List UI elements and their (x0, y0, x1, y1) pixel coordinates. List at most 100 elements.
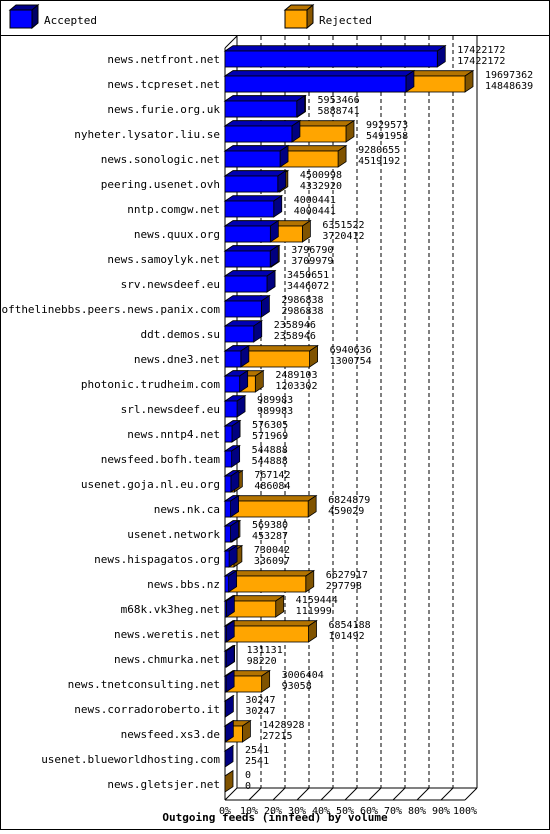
category-label: news.nk.ca (154, 503, 220, 516)
category-label: newsfeed.xs3.de (121, 728, 220, 741)
bar-accepted (225, 196, 282, 217)
value-label-offered: 4000441 (294, 195, 336, 206)
category-label: photonic.trudheim.com (81, 378, 220, 391)
value-label-offered: 3796790 (291, 245, 333, 256)
category-label: news.chmurka.net (114, 653, 220, 666)
value-label-accepted: 111999 (296, 606, 332, 617)
category-label: news.bbs.nz (147, 578, 220, 591)
value-label-accepted: 2358946 (274, 331, 316, 342)
value-label-offered: 6824879 (328, 495, 370, 506)
value-label-offered: 3006404 (282, 670, 324, 681)
category-label: news.weretis.net (114, 628, 220, 641)
value-label-accepted: 2541 (245, 756, 269, 767)
value-label-accepted: 14848639 (485, 81, 533, 92)
value-label-accepted: 0 (245, 781, 251, 792)
value-label-accepted: 486084 (254, 481, 290, 492)
value-label-offered: 6351522 (322, 220, 364, 231)
category-label: news.nntp4.net (127, 428, 220, 441)
value-label-accepted: 4000441 (294, 206, 336, 217)
value-label-offered: 9280655 (358, 145, 400, 156)
value-label-offered: 1428928 (262, 720, 304, 731)
value-label-offered: 17422172 (457, 45, 505, 56)
category-label: news.tcpreset.net (107, 78, 220, 91)
value-label-offered: 2986838 (281, 295, 323, 306)
value-label-offered: 0 (245, 770, 251, 781)
category-label: news.samoylyk.net (107, 253, 220, 266)
category-label: news.sonologic.net (101, 153, 220, 166)
category-label: srl.newsdeef.eu (121, 403, 220, 416)
value-label-offered: 6627917 (326, 570, 368, 581)
value-label-offered: 576305 (252, 420, 288, 431)
category-label: usenet.goja.nl.eu.org (81, 478, 220, 491)
value-label-accepted: 3446072 (287, 281, 329, 292)
bar-rejected (225, 621, 317, 642)
category-label: news.quux.org (134, 228, 220, 241)
value-label-offered: 5953466 (318, 95, 360, 106)
legend-label-accepted: Accepted (44, 14, 97, 27)
legend-swatch-rejected (285, 10, 307, 28)
value-label-accepted: 989983 (257, 406, 293, 417)
value-label-offered: 30247 (245, 695, 275, 706)
value-label-accepted: 544888 (252, 456, 288, 467)
value-label-offered: 9929573 (366, 120, 408, 131)
category-label: news.netfront.net (107, 53, 220, 66)
value-label-offered: 131131 (247, 645, 283, 656)
category-label: ddt.demos.su (141, 328, 220, 341)
x-tick-label: 80% (408, 806, 426, 817)
value-label-offered: 730042 (254, 545, 290, 556)
value-label-accepted: 297798 (326, 581, 362, 592)
value-label-offered: 2489103 (275, 370, 317, 381)
x-tick-label: 90% (432, 806, 450, 817)
x-axis-label: Outgoing feeds (innfeed) by volume (162, 811, 388, 824)
bar-accepted (225, 46, 445, 67)
value-label-accepted: 17422172 (457, 56, 505, 67)
category-label: news.gletsjer.net (107, 778, 220, 791)
value-label-accepted: 93058 (282, 681, 312, 692)
value-label-accepted: 459029 (328, 506, 364, 517)
bar-accepted (225, 71, 414, 92)
category-label: nyheter.lysator.liu.se (74, 128, 220, 141)
bar-accepted (225, 396, 245, 417)
category-label: peering.usenet.ovh (101, 178, 220, 191)
category-label: newsfeed.bofh.team (101, 453, 221, 466)
category-label: news.tnetconsulting.net (68, 678, 220, 691)
category-label: endofthelinebbs.peers.news.panix.com (0, 303, 220, 316)
value-label-offered: 4159444 (296, 595, 338, 606)
value-label-accepted: 30247 (245, 706, 275, 717)
bar-accepted (225, 246, 278, 267)
bar-accepted (225, 171, 286, 192)
value-label-accepted: 5888741 (318, 106, 360, 117)
legend-label-rejected: Rejected (319, 14, 372, 27)
bar-accepted (225, 271, 275, 292)
value-label-offered: 3450651 (287, 270, 329, 281)
value-label-accepted: 4519192 (358, 156, 400, 167)
bar-accepted (225, 371, 248, 392)
category-label: news.corradoroberto.it (74, 703, 220, 716)
value-label-offered: 544888 (252, 445, 288, 456)
legend-swatch-accepted (10, 10, 32, 28)
category-label: news.hispagatos.org (94, 553, 220, 566)
category-label: usenet.network (127, 528, 220, 541)
value-label-accepted: 453287 (252, 531, 288, 542)
category-label: usenet.blueworldhosting.com (41, 753, 220, 766)
bar-accepted (225, 121, 300, 142)
value-label-accepted: 27215 (262, 731, 292, 742)
value-label-accepted: 336097 (254, 556, 290, 567)
bar-accepted (225, 221, 278, 242)
value-label-accepted: 4332920 (300, 181, 342, 192)
value-label-offered: 767142 (254, 470, 290, 481)
category-label: news.furie.org.uk (107, 103, 220, 116)
value-label-accepted: 5491958 (366, 131, 408, 142)
value-label-accepted: 2986838 (281, 306, 323, 317)
bar-accepted (225, 146, 288, 167)
value-label-offered: 989983 (257, 395, 293, 406)
value-label-offered: 569380 (252, 520, 288, 531)
value-label-offered: 6854188 (329, 620, 371, 631)
category-label: srv.newsdeef.eu (121, 278, 220, 291)
category-label: news.dne3.net (134, 353, 220, 366)
value-label-accepted: 3709979 (291, 256, 333, 267)
bar-accepted (225, 96, 305, 117)
bar-accepted (225, 321, 262, 342)
value-label-offered: 4500998 (300, 170, 342, 181)
